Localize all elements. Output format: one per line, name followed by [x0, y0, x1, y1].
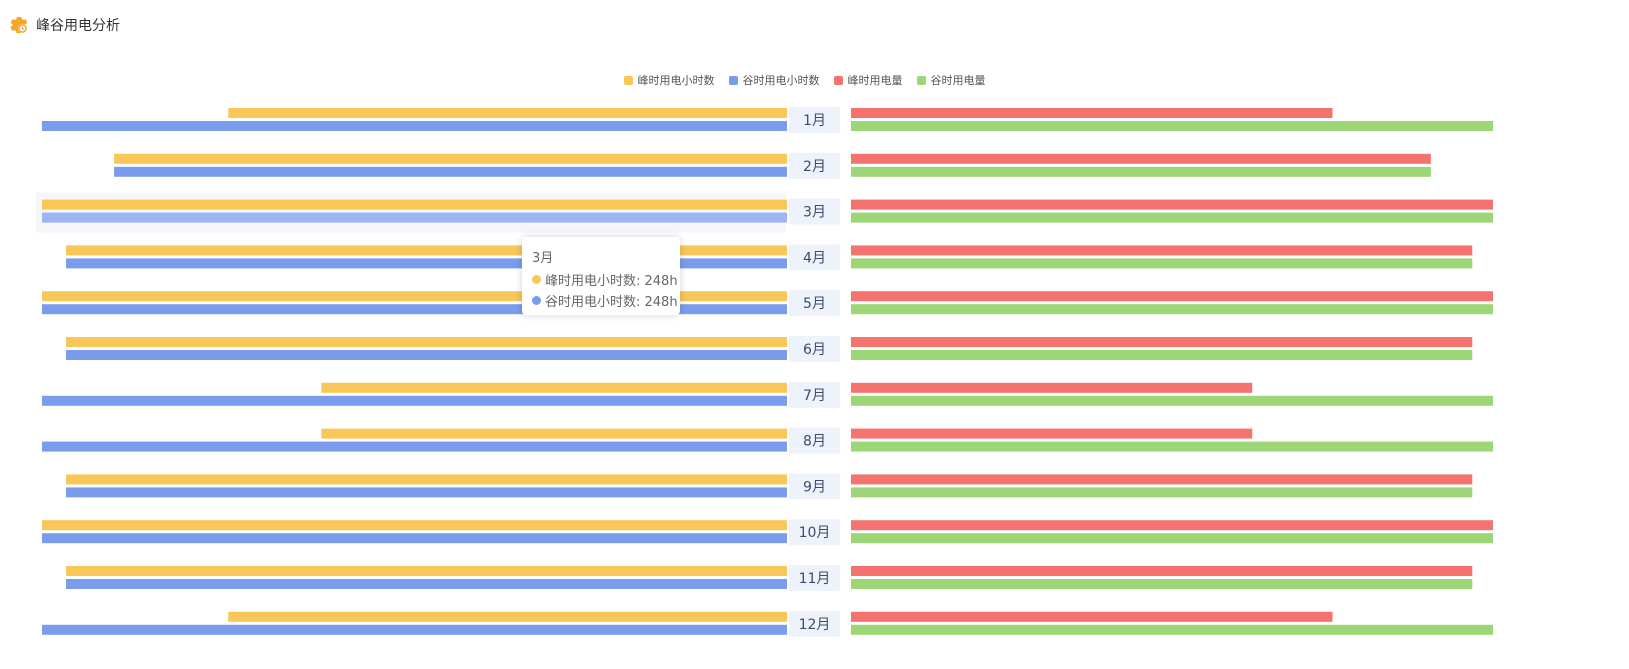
bar-valley-hours[interactable] [66, 487, 788, 498]
bar-peak-power[interactable] [851, 520, 1493, 531]
bar-peak-power[interactable] [851, 199, 1493, 210]
bar-peak-power[interactable] [851, 428, 1253, 439]
legend-label: 峰时用电量 [847, 74, 903, 87]
category-label-bg[interactable] [789, 610, 840, 637]
category-label: 7月 [803, 388, 826, 404]
category-label: 8月 [803, 434, 826, 450]
bar-valley-power[interactable] [851, 487, 1473, 498]
category-label-bg[interactable] [789, 107, 840, 133]
gear-clock-icon [10, 17, 27, 33]
bar-valley-hours[interactable] [66, 258, 788, 269]
legend-item-valley-hours[interactable]: 谷时用电小时数 [728, 72, 820, 88]
category-label-bg[interactable] [789, 198, 840, 225]
bar-peak-power[interactable] [851, 245, 1473, 256]
tooltip-title: 3月 [532, 251, 554, 266]
bar-peak-hours[interactable] [42, 291, 787, 302]
category-label-bg[interactable] [789, 519, 840, 546]
bar-peak-power[interactable] [851, 337, 1473, 347]
bar-peak-power[interactable] [851, 566, 1473, 576]
bar-valley-hours[interactable] [42, 624, 787, 635]
bar-valley-power[interactable] [851, 212, 1493, 223]
category-label: 3月 [803, 205, 826, 221]
bar-peak-hours[interactable] [321, 382, 787, 393]
legend-item-peak-hours[interactable]: 峰时用电小时数 [623, 72, 715, 88]
category-label-bg[interactable] [789, 565, 840, 591]
bar-valley-power[interactable] [851, 121, 1493, 131]
tooltip-row-valley: 谷时用电小时数: 248h [532, 291, 680, 310]
legend-label: 峰时用电小时数 [637, 74, 715, 87]
bar-peak-hours[interactable] [228, 611, 787, 622]
category-label: 9月 [803, 479, 826, 495]
legend-swatch [916, 75, 926, 85]
bar-peak-hours[interactable] [66, 474, 788, 485]
bar-valley-power[interactable] [851, 441, 1493, 452]
bar-valley-hours[interactable] [42, 304, 787, 315]
bar-valley-hours[interactable] [42, 533, 787, 544]
bar-peak-power[interactable] [851, 108, 1333, 118]
bar-valley-hours[interactable] [114, 166, 787, 177]
tooltip-dot [532, 275, 541, 284]
bar-valley-hours[interactable] [42, 395, 787, 406]
legend-swatch [833, 75, 843, 85]
legend-swatch [623, 75, 633, 85]
tooltip-row-peak: 峰时用电小时数: 248h [532, 270, 680, 289]
bar-valley-power[interactable] [851, 395, 1493, 406]
tooltip-row-text: 峰时用电小时数: 248h [545, 274, 678, 289]
bar-valley-power[interactable] [851, 166, 1431, 177]
category-label: 11月 [799, 571, 831, 587]
bar-peak-hours[interactable] [114, 153, 787, 164]
category-label: 1月 [803, 113, 826, 129]
bar-valley-hours[interactable] [42, 441, 787, 452]
category-label-bg[interactable] [789, 244, 840, 271]
tooltip-row-text: 谷时用电小时数: 248h [545, 295, 678, 310]
bar-valley-power[interactable] [851, 304, 1493, 315]
category-label: 10月 [799, 525, 831, 541]
legend-label: 谷时用电小时数 [742, 74, 820, 87]
bar-peak-power[interactable] [851, 382, 1253, 393]
legend-item-peak-power[interactable]: 峰时用电量 [833, 72, 903, 88]
bar-valley-power[interactable] [851, 258, 1473, 269]
legend-item-valley-power[interactable]: 谷时用电量 [916, 72, 986, 88]
bar-peak-hours[interactable] [66, 566, 788, 576]
category-label: 12月 [799, 617, 831, 633]
bar-valley-power[interactable] [851, 624, 1493, 635]
category-label: 6月 [803, 342, 826, 358]
bar-peak-hours[interactable] [321, 428, 787, 439]
category-label-bg[interactable] [789, 381, 840, 408]
category-label-bg[interactable] [789, 473, 840, 500]
category-label: 4月 [803, 250, 826, 266]
category-label-bg[interactable] [789, 336, 840, 362]
bar-peak-hours[interactable] [42, 199, 787, 210]
bar-peak-power[interactable] [851, 291, 1493, 302]
bar-valley-hours[interactable] [42, 212, 787, 223]
bar-peak-hours[interactable] [66, 337, 788, 347]
chart-tooltip: 3月 峰时用电小时数: 248h 谷时用电小时数: 248h [522, 237, 680, 315]
category-label-bg[interactable] [789, 290, 840, 317]
bar-valley-power[interactable] [851, 350, 1473, 360]
bar-peak-hours[interactable] [228, 108, 787, 118]
bar-peak-hours[interactable] [66, 245, 788, 256]
bar-valley-power[interactable] [851, 579, 1473, 589]
bar-peak-power[interactable] [851, 153, 1431, 164]
page-title: 峰谷用电分析 [36, 18, 120, 34]
bar-valley-hours[interactable] [42, 121, 787, 131]
legend-label: 谷时用电量 [930, 74, 986, 87]
bar-peak-hours[interactable] [42, 520, 787, 531]
category-label-bg[interactable] [789, 152, 840, 179]
category-label: 5月 [803, 296, 826, 312]
category-label: 2月 [803, 159, 826, 175]
chart-legend: 峰时用电小时数 谷时用电小时数 峰时用电量 谷时用电量 [0, 72, 1629, 88]
bar-peak-power[interactable] [851, 474, 1473, 485]
legend-swatch [728, 75, 738, 85]
chart-header: 峰谷用电分析 [10, 14, 120, 36]
tooltip-dot [532, 296, 541, 305]
bar-valley-power[interactable] [851, 533, 1493, 544]
bar-valley-hours[interactable] [66, 579, 788, 589]
category-label-bg[interactable] [789, 427, 840, 454]
bar-valley-hours[interactable] [66, 350, 788, 360]
bar-peak-power[interactable] [851, 611, 1333, 622]
